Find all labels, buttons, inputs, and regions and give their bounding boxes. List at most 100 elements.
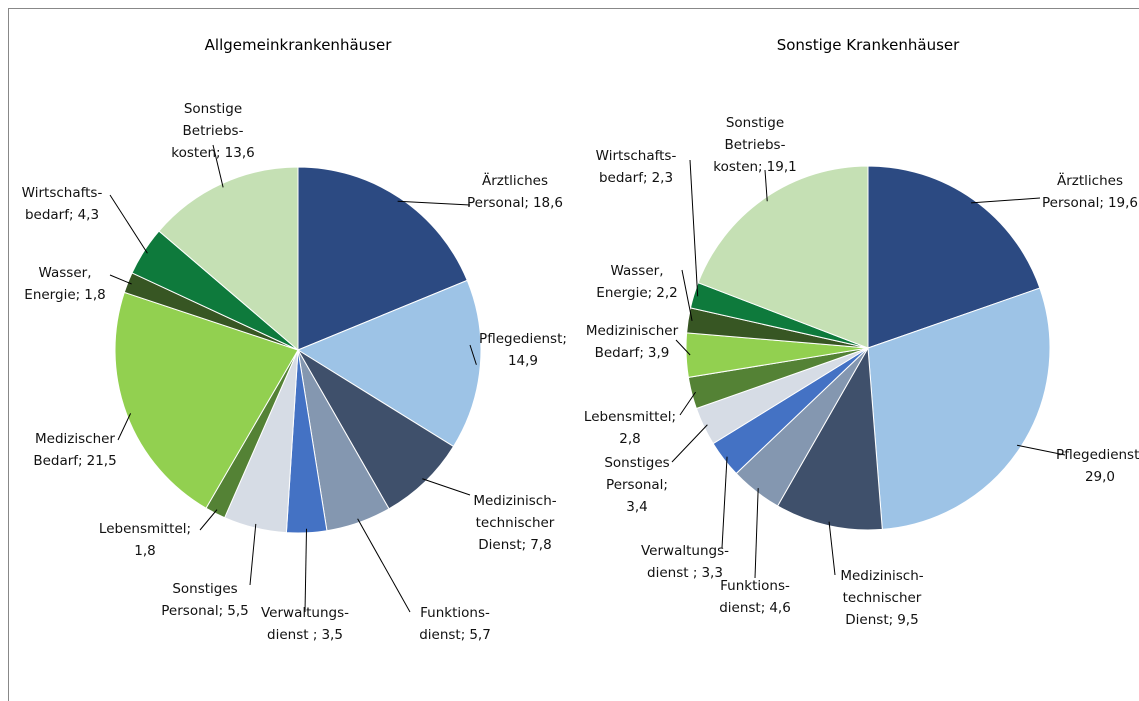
category-label: Sonstiges Personal;: [604, 455, 670, 493]
category-label: Lebensmittel;: [583, 409, 677, 425]
leader-line: [689, 159, 699, 297]
value-label: 19,6: [1107, 195, 1139, 211]
leader-line: [754, 488, 759, 579]
leader-line: [357, 518, 411, 613]
category-label: Pflegedienst;: [479, 331, 567, 347]
pie-slice: [697, 165, 869, 349]
slice-label: Wasser, Energie; 2,2: [596, 260, 677, 304]
leader-line: [681, 269, 693, 321]
leader-line: [109, 274, 132, 285]
slice-label: Medizischer Bedarf; 21,5: [33, 428, 116, 472]
category-label: Pflegedienst;: [1056, 447, 1139, 463]
value-label: 1,8: [84, 287, 106, 303]
leader-line: [679, 391, 696, 416]
slice-label: Funktions- dienst; 5,7: [419, 602, 491, 646]
value-label: 2,3: [651, 170, 674, 186]
category-label: Ärztliches Personal;: [466, 173, 548, 211]
slice-label: Funktions- dienst; 4,6: [719, 575, 791, 619]
leader-line: [828, 521, 836, 576]
leader-line: [469, 344, 477, 365]
value-label: 14,9: [507, 353, 539, 369]
leader-line: [971, 197, 1041, 204]
slice-label: Pflegedienst; 14,9: [479, 328, 567, 372]
value-label: 3,3: [701, 565, 723, 581]
pie-slice: [297, 349, 455, 510]
leader-line: [721, 456, 728, 549]
category-label: Funktions- dienst;: [719, 578, 790, 616]
value-label: 3,9: [647, 345, 670, 361]
value-label: 5,5: [227, 603, 249, 619]
category-label: Medizinisch- technischer Dienst;: [473, 493, 557, 553]
slice-label: Sonstige Betriebs- kosten; 19,1: [713, 112, 796, 178]
value-label: 29,0: [1084, 469, 1116, 485]
value-label: 9,5: [897, 612, 919, 628]
pie-slice: [114, 291, 299, 509]
leader-line: [212, 144, 224, 188]
slice-label: Medizinischer Bedarf; 3,9: [586, 320, 678, 364]
leader-line: [764, 169, 768, 202]
value-label: 2,8: [619, 431, 641, 447]
slice-label: Verwaltungs- dienst ; 3,5: [261, 602, 349, 646]
slice-label: Sonstiges Personal; 5,5: [161, 578, 248, 622]
category-label: Wasser, Energie;: [24, 265, 92, 303]
category-label: Funktions- dienst;: [419, 605, 490, 643]
leader-line: [304, 528, 308, 613]
leader-line: [1016, 444, 1066, 456]
slice-label: Sonstiges Personal; 3,4: [604, 452, 669, 518]
value-label: 4,3: [77, 207, 100, 223]
leader-line: [675, 339, 691, 356]
value-label: 3,4: [626, 499, 648, 515]
value-label: 19,1: [766, 159, 797, 175]
slice-label: Wirtschafts- bedarf; 4,3: [22, 182, 103, 226]
chart-title: Allgemeinkrankenhäuser: [204, 36, 392, 54]
category-label: Sonstige Betriebs- kosten;: [171, 101, 244, 161]
leader-line: [199, 509, 218, 531]
leader-line: [671, 424, 708, 463]
category-label: Wasser, Energie;: [596, 263, 664, 301]
value-label: 2,2: [656, 285, 678, 301]
category-label: Wirtschafts- bedarf;: [595, 148, 677, 186]
category-label: Medizischer Bedarf;: [33, 431, 115, 469]
value-label: 21,5: [86, 453, 117, 469]
slice-label: Wirtschafts- bedarf; 2,3: [596, 145, 677, 189]
value-label: 1,8: [134, 543, 156, 559]
leader-line: [117, 413, 132, 441]
slice-label: Medizinisch- technischer Dienst; 7,8: [473, 490, 556, 556]
leader-line: [249, 523, 257, 586]
category-label: Ärztliches Personal;: [1041, 173, 1123, 211]
category-label: Medizinischer Bedarf;: [585, 323, 679, 361]
slice-label: Sonstige Betriebs- kosten; 13,6: [171, 98, 254, 164]
value-label: 4,6: [769, 600, 791, 616]
value-label: 13,6: [224, 145, 255, 161]
pie-slice: [776, 346, 883, 531]
value-label: 18,6: [532, 195, 564, 211]
pie-slice: [158, 166, 299, 352]
pie-slice: [297, 166, 468, 351]
slice-label: Lebensmittel; 1,8: [99, 518, 191, 562]
category-label: Verwaltungs- dienst ;: [641, 543, 729, 581]
value-label: 7,8: [530, 537, 552, 553]
slice-label: Verwaltungs- dienst ; 3,3: [641, 540, 729, 584]
pie-slice: [867, 287, 1051, 530]
slice-label: Ärztliches Personal; 19,6: [1042, 170, 1138, 214]
pie-slice: [867, 165, 1041, 349]
category-label: Medizinisch- technischer Dienst;: [840, 568, 924, 628]
category-label: Lebensmittel;: [98, 521, 192, 537]
value-label: 3,5: [321, 627, 343, 643]
leader-line: [422, 478, 471, 496]
slice-label: Wasser, Energie; 1,8: [24, 262, 105, 306]
frame: [8, 8, 1139, 701]
pie-slice: [296, 279, 482, 448]
category-label: Sonstiges Personal;: [161, 581, 238, 619]
category-label: Sonstige Betriebs- kosten;: [713, 115, 786, 175]
slice-label: Medizinisch- technischer Dienst; 9,5: [840, 565, 923, 631]
category-label: Verwaltungs- dienst ;: [261, 605, 349, 643]
chart-title: Sonstige Krankenhäuser: [776, 36, 960, 54]
slice-label: Pflegedienst; 29,0: [1056, 444, 1139, 488]
leader-line: [397, 200, 471, 206]
value-label: 5,7: [469, 627, 491, 643]
leader-line: [109, 194, 148, 254]
slice-label: Ärztliches Personal; 18,6: [467, 170, 563, 214]
